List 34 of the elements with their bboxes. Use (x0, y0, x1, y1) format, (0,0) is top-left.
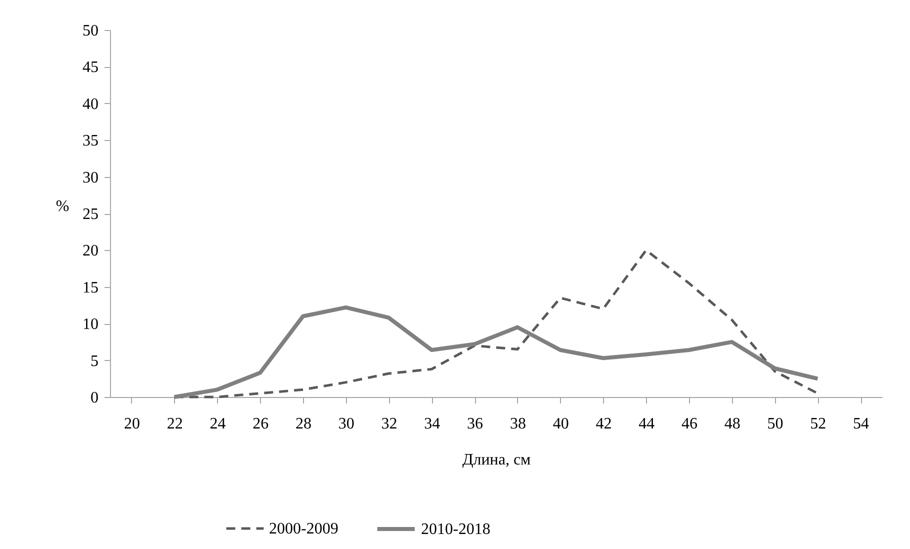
y-tick-label: 10 (82, 316, 98, 334)
y-tick-label: 5 (90, 352, 98, 370)
y-tick-label: 35 (82, 132, 98, 150)
y-tick-label: 50 (82, 22, 98, 40)
y-tick-label: 15 (82, 279, 98, 296)
x-tick-label: 34 (424, 416, 440, 432)
x-tick-label: 22 (166, 416, 183, 432)
x-tick-label: 44 (638, 416, 655, 432)
x-tick-label: 48 (724, 416, 740, 432)
x-tick-label: 24 (210, 416, 226, 432)
x-tick-label: 30 (338, 416, 354, 432)
line-series (172, 305, 820, 399)
y-tick-label: 20 (82, 242, 98, 260)
y-tick-label: 30 (82, 169, 98, 186)
legend-label: 2000-2009 (269, 520, 338, 538)
x-tick-label: 32 (381, 416, 398, 432)
x-tick-label: 38 (510, 416, 526, 432)
x-tick-label: 20 (124, 416, 140, 432)
y-tick-label: 0 (90, 390, 98, 406)
x-axis-title: Длина, см (462, 452, 531, 468)
x-tick-label: 36 (467, 416, 484, 432)
legend-label: 2010-2018 (421, 521, 490, 538)
y-tick-label: 45 (82, 59, 98, 76)
y-tick-label: 40 (82, 96, 98, 113)
x-tick-label: 46 (682, 416, 698, 432)
x-tick-label: 50 (767, 416, 784, 432)
x-tick-label: 52 (810, 416, 826, 432)
x-tick-label: 28 (296, 416, 312, 432)
x-tick-label: 54 (853, 416, 870, 432)
y-axis-title: % (56, 198, 70, 215)
x-tick-label: 40 (552, 416, 569, 432)
x-tick-label: 42 (596, 416, 612, 432)
x-tick-label: 26 (252, 416, 269, 432)
y-tick-label: 25 (82, 206, 98, 223)
